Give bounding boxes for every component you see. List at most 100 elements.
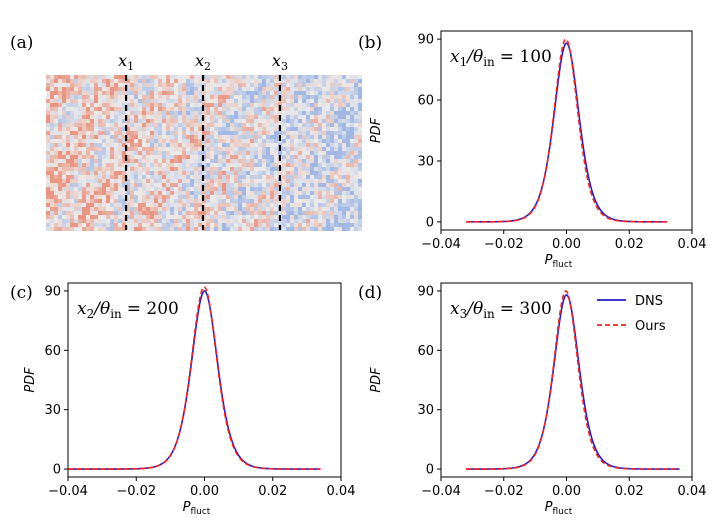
field-cell	[66, 179, 70, 183]
field-cell	[206, 123, 210, 127]
field-cell	[326, 95, 330, 99]
field-cell	[282, 115, 286, 119]
field-cell	[298, 227, 302, 231]
field-cell	[74, 79, 78, 83]
field-cell	[54, 143, 58, 147]
field-cell	[70, 175, 74, 179]
field-cell	[154, 163, 158, 167]
field-cell	[86, 83, 90, 87]
field-cell	[110, 215, 114, 219]
field-cell	[246, 203, 250, 207]
field-cell	[106, 195, 110, 199]
field-cell	[138, 215, 142, 219]
field-cell	[314, 203, 318, 207]
field-cell	[318, 179, 322, 183]
field-cell	[186, 131, 190, 135]
field-cell	[166, 199, 170, 203]
field-cell	[234, 115, 238, 119]
field-cell	[230, 183, 234, 187]
field-cell	[146, 119, 150, 123]
field-cell	[262, 103, 266, 107]
field-cell	[114, 155, 118, 159]
field-cell	[226, 95, 230, 99]
field-cell	[306, 211, 310, 215]
field-cell	[150, 115, 154, 119]
field-cell	[202, 91, 206, 95]
field-cell	[182, 131, 186, 135]
field-cell	[338, 119, 342, 123]
field-cell	[130, 151, 134, 155]
field-cell	[290, 199, 294, 203]
field-cell	[74, 211, 78, 215]
field-cell	[154, 223, 158, 227]
field-cell	[278, 91, 282, 95]
field-cell	[182, 223, 186, 227]
field-cell	[178, 179, 182, 183]
field-cell	[210, 131, 214, 135]
field-cell	[186, 87, 190, 91]
field-cell	[114, 119, 118, 123]
field-cell	[222, 143, 226, 147]
field-cell	[110, 111, 114, 115]
field-cell	[194, 83, 198, 87]
field-cell	[58, 147, 62, 151]
field-cell	[298, 159, 302, 163]
field-cell	[74, 163, 78, 167]
field-cell	[82, 79, 86, 83]
field-cell	[322, 199, 326, 203]
field-cell	[338, 87, 342, 91]
field-cell	[218, 223, 222, 227]
field-cell	[330, 103, 334, 107]
field-cell	[122, 191, 126, 195]
field-cell	[234, 135, 238, 139]
field-cell	[142, 183, 146, 187]
field-cell	[318, 187, 322, 191]
field-cell	[290, 83, 294, 87]
field-cell	[294, 87, 298, 91]
field-cell	[174, 203, 178, 207]
field-cell	[130, 103, 134, 107]
field-cell	[266, 103, 270, 107]
field-cell	[242, 195, 246, 199]
field-cell	[210, 83, 214, 87]
field-cell	[318, 127, 322, 131]
field-cell	[126, 143, 130, 147]
field-cell	[310, 147, 314, 151]
field-cell	[298, 207, 302, 211]
field-cell	[158, 87, 162, 91]
field-cell	[82, 99, 86, 103]
field-cell	[150, 227, 154, 231]
field-cell	[54, 211, 58, 215]
field-cell	[262, 123, 266, 127]
field-cell	[166, 83, 170, 87]
field-cell	[50, 183, 54, 187]
field-cell	[314, 187, 318, 191]
field-cell	[234, 187, 238, 191]
field-cell	[286, 119, 290, 123]
field-cell	[194, 215, 198, 219]
field-cell	[58, 219, 62, 223]
field-cell	[226, 155, 230, 159]
field-cell	[70, 107, 74, 111]
field-cell	[354, 111, 358, 115]
field-cell	[286, 215, 290, 219]
field-cell	[270, 163, 274, 167]
field-cell	[174, 171, 178, 175]
field-cell	[346, 75, 350, 79]
series-line-ours	[466, 38, 667, 223]
field-cell	[358, 183, 362, 187]
field-cell	[286, 111, 290, 115]
field-cell	[194, 151, 198, 155]
field-cell	[70, 115, 74, 119]
field-cell	[222, 107, 226, 111]
field-cell	[102, 123, 106, 127]
field-cell	[274, 227, 278, 231]
field-cell	[154, 79, 158, 83]
annotation-ratio-sub: in	[483, 307, 495, 321]
field-cell	[190, 143, 194, 147]
field-cell	[78, 111, 82, 115]
field-cell	[346, 91, 350, 95]
field-cell	[218, 95, 222, 99]
field-cell	[70, 195, 74, 199]
field-cell	[134, 171, 138, 175]
